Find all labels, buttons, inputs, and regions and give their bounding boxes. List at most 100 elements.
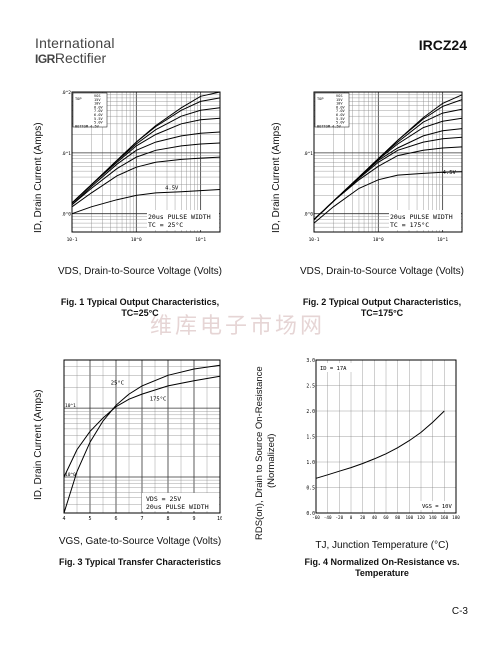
note-top-bg [318,363,356,372]
part-number: IRCZ24 [418,37,467,53]
fig1-caption-line1: Fig. 1 Typical Output Characteristics, [60,297,220,307]
y-tick-label: 0.0 [306,511,315,517]
x-tick-label: 120 [417,515,425,521]
x-tick-label: 40 [372,515,378,521]
x-tick-label: -60 [312,515,320,521]
series-line-6 [71,156,221,208]
y-tick-label: 1.0 [306,460,315,466]
x-tick-label: 140 [429,515,437,521]
x-tick-label: -40 [324,515,332,521]
legend-entry: 6.0V [336,113,345,117]
fig3-caption: Fig. 3 Typical Transfer Characteristics [59,557,221,567]
legend-entry: 7.0V [336,109,345,113]
y-tick-label: 10^1 [62,151,71,157]
fig4-caption: Fig. 4 Normalized On-Resistance vs. Temp… [282,557,482,579]
series-line-1 [63,375,221,478]
series-line-0 [315,410,445,479]
fig4-xlabel: TJ, Junction Temperature (°C) [315,540,449,551]
fig3-ylabel: ID, Drain Current (Amps) [33,389,44,500]
legend-entry: 15V [94,98,101,102]
series-line-6 [313,146,463,220]
legend-top-label: TOP [75,97,82,101]
y-tick-label: 0.5 [306,486,315,492]
legend-entry: 10V [94,102,101,106]
x-tick-label: 0 [350,515,353,521]
note-bg [142,493,219,511]
fig1-xlabel: VDS, Drain-to-Source Voltage (Volts) [58,266,222,277]
note-line1: 20us PULSE WIDTH [390,213,453,221]
curve-label-4p5v: 4.5V [443,170,457,176]
x-tick-label: 10-1 [309,237,320,243]
x-tick-label: 10^1 [437,237,448,243]
legend-entry: 7.0V [94,109,103,113]
y-tick-label: 10^0 [304,212,313,218]
note-line2: 20us PULSE WIDTH [146,503,209,511]
series-line-3 [71,117,221,204]
x-tick-label: 160 [440,515,448,521]
legend-entry: 8.0V [94,105,103,109]
x-tick-label: 100 [405,515,413,521]
legend-box [314,92,350,128]
legend-box [72,92,108,128]
y-tick-label: 10^0 [65,472,76,478]
plot-frame [313,91,463,233]
fig4-ylabel-line2: (Normalized) [266,433,277,488]
legend-entry: 8.0V [336,105,345,109]
x-tick-label: 10^0 [373,237,384,243]
note-bottom-bg [420,501,454,510]
note-bg [147,210,219,230]
y-tick-label: 2.5 [306,384,315,390]
note-line2: TC = 25°C [148,221,183,229]
x-tick-label: 10-1 [67,237,78,243]
note-bg [389,210,461,230]
y-tick-label: 10^2 [62,90,71,96]
legend-entry: 10V [336,102,343,106]
legend-entry: 5.0V [336,121,345,125]
curve-label-175c: 175°C [150,396,167,402]
fig2-caption-line2: TC=175°C [360,308,404,318]
fig2-xlabel: VDS, Drain-to-Source Voltage (Volts) [300,266,464,277]
curve-label-25c: 25°C [111,381,124,387]
x-tick-label: 10 [217,516,222,521]
x-tick-label: 20 [360,515,366,521]
legend-entry: BOTTOM 4.5V [317,124,342,128]
fig2-caption-line1: Fig. 2 Typical Output Characteristics, [302,297,462,307]
x-tick-label: 4 [62,516,65,521]
x-tick-label: 8 [166,516,169,521]
legend-entry: 15V [336,98,343,102]
y-tick-label: 1.5 [306,435,315,441]
x-tick-label: 5 [88,516,91,521]
legend-entry: 5.0V [94,121,103,125]
y-tick-label: 2.0 [306,409,315,415]
y-tick-label: 10^1 [65,403,76,409]
legend-entry: 6.0V [94,113,103,117]
plot-frame [315,359,457,514]
x-tick-label: 10^1 [195,237,206,243]
x-tick-label: 7 [140,516,143,521]
y-tick-label: 10^1 [304,151,313,157]
x-tick-label: 180 [452,515,460,521]
brand-logo: IGR [35,52,55,66]
series-line-4 [71,131,221,206]
brand-name: Rectifier [54,50,107,66]
series-line-7 [313,171,463,224]
legend-entry: 5.5V [94,117,103,121]
fig4-ylabel-line1: RDS(on), Drain to Source On-Resistance [254,366,265,540]
legend-top-label: TOP [317,97,324,101]
legend-entry: BOTTOM 4.5V [75,124,100,128]
x-tick-label: -20 [335,515,343,521]
fig2-caption: Fig. 2 Typical Output Characteristics, T… [282,297,482,319]
legend-entry: VGS [94,94,101,98]
y-tick-label: 10^0 [62,212,71,218]
x-tick-label: 10^0 [131,237,142,243]
fig2-ylabel: ID, Drain Current (Amps) [271,122,282,233]
note-top: ID = 17A [320,366,347,372]
fig4-caption-line1: Fig. 4 Normalized On-Resistance vs. [304,557,460,567]
x-tick-label: 6 [114,516,117,521]
series-line-0 [63,364,221,514]
note-line2: TC = 175°C [390,221,429,229]
legend-entry: 5.5V [336,117,345,121]
